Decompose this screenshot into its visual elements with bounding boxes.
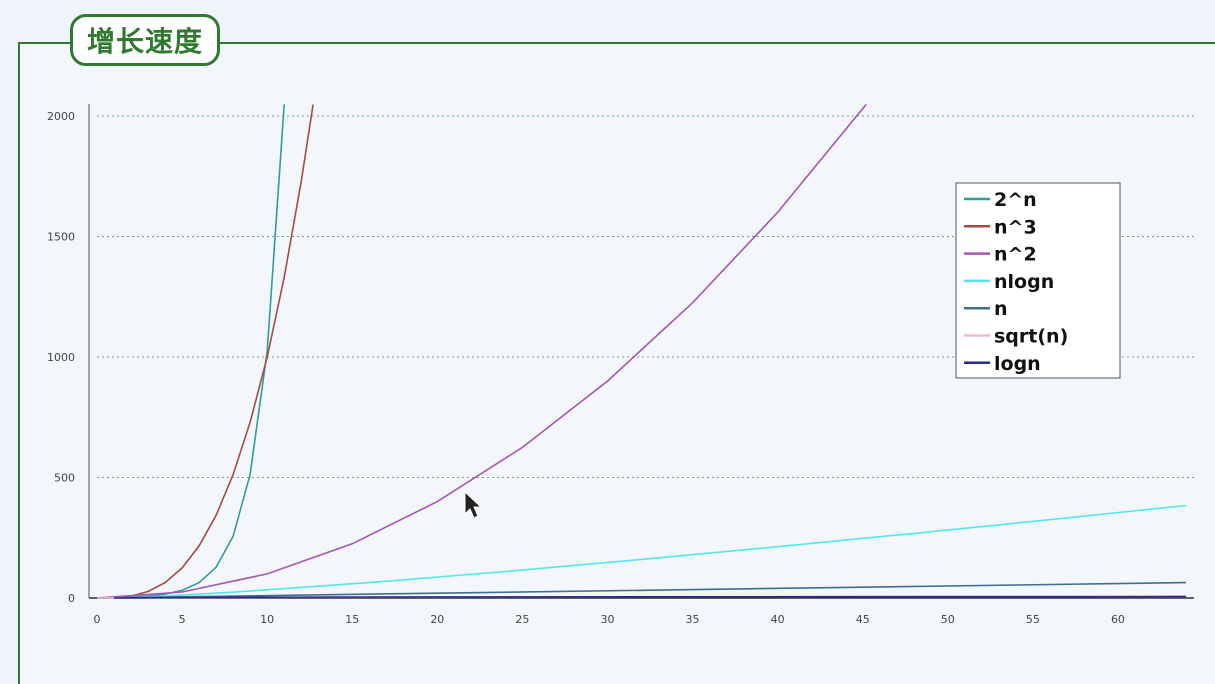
x-tick-label: 25 xyxy=(515,613,529,626)
legend-label: logn xyxy=(994,353,1041,375)
x-tick-label: 45 xyxy=(856,613,870,626)
x-tick-label: 35 xyxy=(686,613,700,626)
x-tick-label: 10 xyxy=(260,613,274,626)
series-lines xyxy=(96,103,1187,599)
x-tick-label: 20 xyxy=(430,613,444,626)
y-tick-label: 2000 xyxy=(47,110,75,123)
legend-label: 2^n xyxy=(994,189,1037,211)
legend-label: nlogn xyxy=(994,271,1054,293)
page-title: 增长速度 xyxy=(70,14,221,66)
axes: 0 500 1000 1500 2000 0 5 10 15 20 25 30 35 40 45 50 55 60 xyxy=(47,104,1194,626)
x-tick-label: 55 xyxy=(1026,613,1040,626)
x-tick-label: 60 xyxy=(1111,613,1125,626)
legend: 2^n n^3 n^2 nlogn n sqrt(n) logn xyxy=(955,182,1121,379)
mouse-cursor-icon xyxy=(464,490,483,519)
x-tick-label: 0 xyxy=(94,613,101,626)
y-tick-label: 1000 xyxy=(47,351,75,364)
series-line-n-2 xyxy=(96,103,867,599)
series-line-n-3 xyxy=(96,104,314,599)
growth-rate-chart: 0 500 1000 1500 2000 0 5 10 15 20 25 30 35 40 45 50 55 60… xyxy=(47,103,1194,626)
series-line-n xyxy=(96,581,1187,599)
x-tick-label: 5 xyxy=(179,613,186,626)
legend-label: n^2 xyxy=(994,244,1037,266)
x-tick-label: 50 xyxy=(941,613,955,626)
x-tick-label: 15 xyxy=(345,613,359,626)
x-tick-label: 30 xyxy=(600,613,614,626)
x-tick-label: 40 xyxy=(771,613,785,626)
y-tick-label: 500 xyxy=(54,472,75,485)
legend-label: sqrt(n) xyxy=(994,326,1068,348)
legend-label: n xyxy=(994,298,1008,320)
series-line-2-n xyxy=(96,104,285,599)
y-tick-label: 1500 xyxy=(47,231,75,244)
legend-label: n^3 xyxy=(994,216,1037,238)
series-line-logn xyxy=(113,595,1187,599)
y-tick-label: 0 xyxy=(68,592,75,605)
